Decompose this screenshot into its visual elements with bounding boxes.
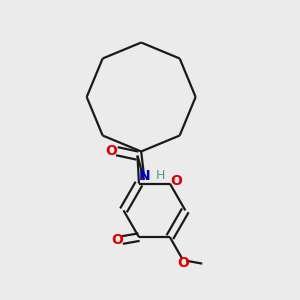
Text: O: O (170, 174, 182, 188)
Text: N: N (138, 169, 150, 184)
Text: O: O (177, 256, 189, 270)
Text: O: O (105, 144, 117, 158)
Text: H: H (156, 169, 165, 182)
Text: O: O (111, 233, 123, 247)
